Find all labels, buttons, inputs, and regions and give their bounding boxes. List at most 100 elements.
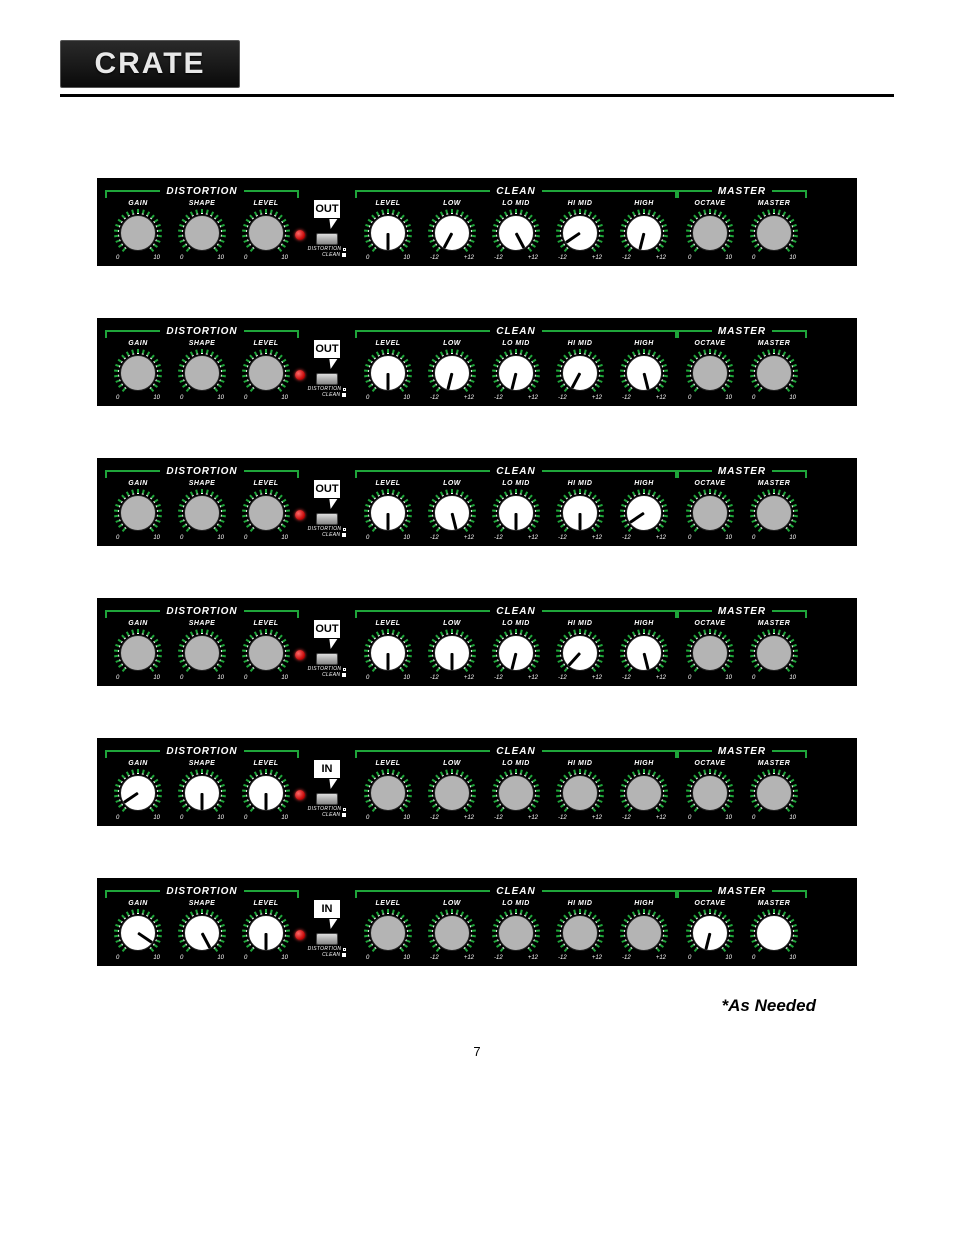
knob-face[interactable] xyxy=(626,495,662,531)
knob-face[interactable] xyxy=(562,915,598,951)
knob-octave[interactable]: OCTAVE 0 10 xyxy=(681,340,739,397)
knob-face[interactable] xyxy=(626,915,662,951)
knob-face[interactable] xyxy=(756,635,792,671)
knob-lo-mid[interactable]: LO MID -12 +12 xyxy=(487,760,545,817)
channel-switch[interactable]: OUT DISTORTION CLEAN xyxy=(299,464,355,538)
knob-low[interactable]: LOW -12 +12 xyxy=(423,620,481,677)
knob-face[interactable] xyxy=(562,215,598,251)
knob-face[interactable] xyxy=(498,355,534,391)
switch-button[interactable] xyxy=(316,793,338,805)
knob-shape[interactable]: SHAPE 0 10 xyxy=(173,340,231,397)
knob-face[interactable] xyxy=(370,775,406,811)
knob-level[interactable]: LEVEL 0 10 xyxy=(359,480,417,537)
knob-face[interactable] xyxy=(434,915,470,951)
knob-face[interactable] xyxy=(626,215,662,251)
knob-face[interactable] xyxy=(626,775,662,811)
knob-hi-mid[interactable]: HI MID -12 +12 xyxy=(551,480,609,537)
knob-face[interactable] xyxy=(120,495,156,531)
knob-face[interactable] xyxy=(692,215,728,251)
knob-high[interactable]: HIGH -12 +12 xyxy=(615,480,673,537)
knob-face[interactable] xyxy=(692,495,728,531)
knob-lo-mid[interactable]: LO MID -12 +12 xyxy=(487,900,545,957)
knob-master[interactable]: MASTER 0 10 xyxy=(745,340,803,397)
knob-high[interactable]: HIGH -12 +12 xyxy=(615,900,673,957)
knob-hi-mid[interactable]: HI MID -12 +12 xyxy=(551,760,609,817)
knob-level[interactable]: LEVEL 0 10 xyxy=(359,620,417,677)
knob-octave[interactable]: OCTAVE 0 10 xyxy=(681,480,739,537)
knob-low[interactable]: LOW -12 +12 xyxy=(423,340,481,397)
knob-face[interactable] xyxy=(434,495,470,531)
knob-gain[interactable]: GAIN 0 10 xyxy=(109,620,167,677)
knob-hi-mid[interactable]: HI MID -12 +12 xyxy=(551,900,609,957)
knob-face[interactable] xyxy=(184,915,220,951)
knob-face[interactable] xyxy=(562,495,598,531)
knob-gain[interactable]: GAIN 0 10 xyxy=(109,760,167,817)
knob-low[interactable]: LOW -12 +12 xyxy=(423,480,481,537)
knob-level[interactable]: LEVEL 0 10 xyxy=(237,480,295,537)
knob-face[interactable] xyxy=(184,635,220,671)
knob-hi-mid[interactable]: HI MID -12 +12 xyxy=(551,620,609,677)
knob-face[interactable] xyxy=(562,775,598,811)
knob-face[interactable] xyxy=(756,775,792,811)
knob-high[interactable]: HIGH -12 +12 xyxy=(615,340,673,397)
knob-shape[interactable]: SHAPE 0 10 xyxy=(173,200,231,257)
knob-face[interactable] xyxy=(498,915,534,951)
knob-face[interactable] xyxy=(120,775,156,811)
knob-high[interactable]: HIGH -12 +12 xyxy=(615,620,673,677)
knob-face[interactable] xyxy=(756,495,792,531)
knob-shape[interactable]: SHAPE 0 10 xyxy=(173,620,231,677)
knob-face[interactable] xyxy=(248,355,284,391)
knob-face[interactable] xyxy=(184,495,220,531)
knob-shape[interactable]: SHAPE 0 10 xyxy=(173,760,231,817)
knob-octave[interactable]: OCTAVE 0 10 xyxy=(681,200,739,257)
knob-shape[interactable]: SHAPE 0 10 xyxy=(173,480,231,537)
knob-octave[interactable]: OCTAVE 0 10 xyxy=(681,620,739,677)
knob-face[interactable] xyxy=(370,915,406,951)
knob-level[interactable]: LEVEL 0 10 xyxy=(359,200,417,257)
knob-level[interactable]: LEVEL 0 10 xyxy=(359,900,417,957)
channel-switch[interactable]: OUT DISTORTION CLEAN xyxy=(299,184,355,258)
knob-face[interactable] xyxy=(120,355,156,391)
knob-high[interactable]: HIGH -12 +12 xyxy=(615,760,673,817)
knob-master[interactable]: MASTER 0 10 xyxy=(745,760,803,817)
knob-level[interactable]: LEVEL 0 10 xyxy=(237,760,295,817)
knob-low[interactable]: LOW -12 +12 xyxy=(423,900,481,957)
knob-face[interactable] xyxy=(248,495,284,531)
knob-face[interactable] xyxy=(498,775,534,811)
knob-face[interactable] xyxy=(184,775,220,811)
knob-low[interactable]: LOW -12 +12 xyxy=(423,760,481,817)
knob-face[interactable] xyxy=(498,215,534,251)
knob-face[interactable] xyxy=(434,775,470,811)
switch-button[interactable] xyxy=(316,933,338,945)
knob-face[interactable] xyxy=(756,355,792,391)
knob-level[interactable]: LEVEL 0 10 xyxy=(359,760,417,817)
knob-gain[interactable]: GAIN 0 10 xyxy=(109,200,167,257)
knob-face[interactable] xyxy=(248,635,284,671)
knob-level[interactable]: LEVEL 0 10 xyxy=(237,340,295,397)
knob-lo-mid[interactable]: LO MID -12 +12 xyxy=(487,620,545,677)
knob-face[interactable] xyxy=(562,635,598,671)
knob-face[interactable] xyxy=(692,915,728,951)
knob-shape[interactable]: SHAPE 0 10 xyxy=(173,900,231,957)
knob-face[interactable] xyxy=(120,915,156,951)
knob-master[interactable]: MASTER 0 10 xyxy=(745,200,803,257)
knob-lo-mid[interactable]: LO MID -12 +12 xyxy=(487,480,545,537)
knob-level[interactable]: LEVEL 0 10 xyxy=(359,340,417,397)
knob-face[interactable] xyxy=(248,215,284,251)
knob-face[interactable] xyxy=(498,495,534,531)
knob-face[interactable] xyxy=(120,635,156,671)
knob-lo-mid[interactable]: LO MID -12 +12 xyxy=(487,340,545,397)
knob-face[interactable] xyxy=(120,215,156,251)
switch-button[interactable] xyxy=(316,373,338,385)
knob-gain[interactable]: GAIN 0 10 xyxy=(109,340,167,397)
knob-face[interactable] xyxy=(692,635,728,671)
knob-face[interactable] xyxy=(370,495,406,531)
knob-face[interactable] xyxy=(248,775,284,811)
knob-face[interactable] xyxy=(370,355,406,391)
knob-face[interactable] xyxy=(370,215,406,251)
knob-face[interactable] xyxy=(626,635,662,671)
knob-face[interactable] xyxy=(434,215,470,251)
knob-level[interactable]: LEVEL 0 10 xyxy=(237,620,295,677)
knob-face[interactable] xyxy=(692,355,728,391)
knob-master[interactable]: MASTER 0 10 xyxy=(745,620,803,677)
